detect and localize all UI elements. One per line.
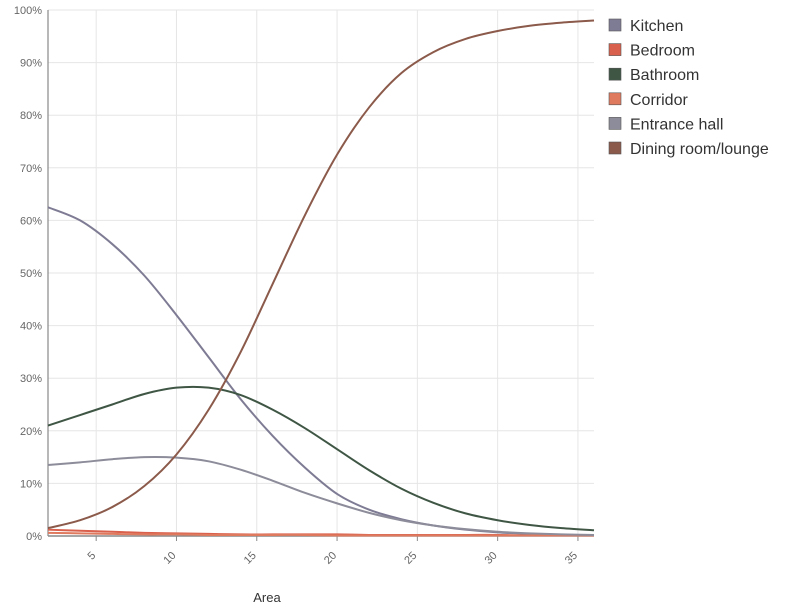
legend-label: Bedroom xyxy=(630,43,695,60)
legend-label: Dining room/lounge xyxy=(630,141,769,158)
series-line-entrance-hall xyxy=(47,455,595,536)
y-tick-label: 20% xyxy=(20,426,42,438)
legend-label: Kitchen xyxy=(630,18,683,35)
gridlines xyxy=(48,9,594,537)
legend-item-bedroom[interactable]: Bedroom xyxy=(608,43,695,60)
x-tick-label: 15 xyxy=(242,550,259,567)
legend-item-entrance-hall[interactable]: Entrance hall xyxy=(608,116,723,133)
legend-swatch xyxy=(608,117,622,130)
y-tick-label: 0% xyxy=(26,531,42,543)
legend-item-bathroom[interactable]: Bathroom xyxy=(608,67,699,84)
series-line-kitchen xyxy=(47,206,595,537)
x-tick-label: 10 xyxy=(161,550,178,567)
legend-item-kitchen[interactable]: Kitchen xyxy=(608,18,683,35)
y-tick-label: 80% xyxy=(20,110,42,122)
series-line-corridor xyxy=(47,531,594,537)
y-tick-label: 10% xyxy=(20,478,42,490)
y-tick-label: 30% xyxy=(20,373,42,385)
x-tick-label: 35 xyxy=(563,550,580,567)
x-tick-labels: 5 10 15 20 25 30 35 xyxy=(85,536,580,567)
x-tick-label: 30 xyxy=(483,550,500,567)
y-tick-label: 90% xyxy=(20,58,42,70)
y-tick-label: 100% xyxy=(14,5,42,17)
legend-swatch xyxy=(608,18,622,32)
legend-item-corridor[interactable]: Corridor xyxy=(608,92,688,109)
x-tick-label: 25 xyxy=(402,550,419,567)
y-tick-label: 70% xyxy=(20,163,42,175)
legend-swatch xyxy=(608,92,622,106)
legend-label: Corridor xyxy=(630,92,688,109)
y-tick-label: 50% xyxy=(20,268,42,280)
legend-label: Bathroom xyxy=(630,67,699,84)
series-line-bathroom xyxy=(47,385,595,532)
y-tick-labels: 0% 10% 20% 30% 40% 50% 60% 70% 80% 90% 100% xyxy=(14,5,42,543)
legend-swatch xyxy=(608,141,622,155)
legend: Kitchen Bedroom Bathroom Corridor Entrance h… xyxy=(608,18,769,158)
y-tick-label: 60% xyxy=(20,215,42,227)
legend-label: Entrance hall xyxy=(630,116,723,133)
x-tick-label: 20 xyxy=(322,550,339,567)
legend-swatch xyxy=(608,67,622,81)
legend-item-dining-room-lounge[interactable]: Dining room/lounge xyxy=(608,141,769,158)
x-tick-label: 5 xyxy=(85,550,98,563)
series-line-dining-room-lounge xyxy=(47,19,595,530)
y-tick-label: 40% xyxy=(20,321,42,333)
x-axis-title: Area xyxy=(253,590,281,605)
legend-swatch xyxy=(608,43,622,56)
series-lines xyxy=(47,19,595,537)
